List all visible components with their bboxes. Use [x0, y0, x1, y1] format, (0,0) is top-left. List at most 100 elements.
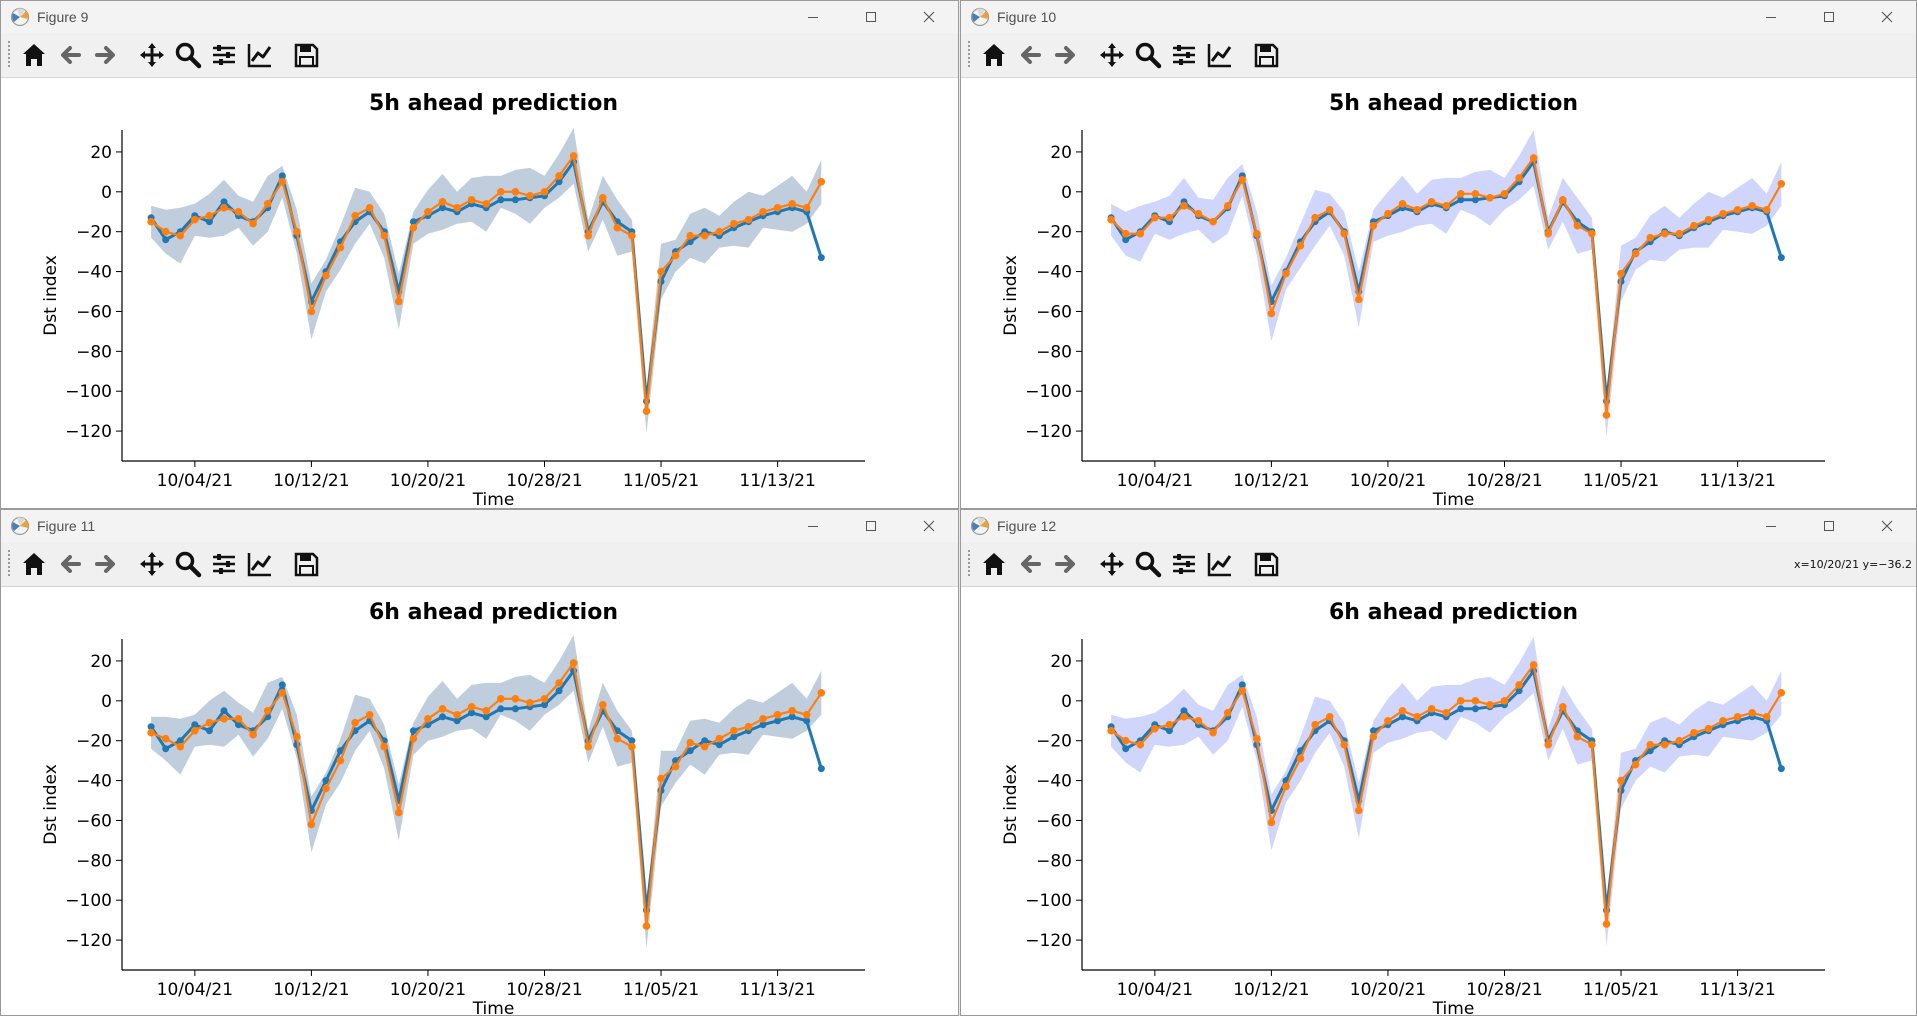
forward-arrow-button[interactable] [1048, 546, 1084, 582]
edit-axis-button[interactable] [1202, 37, 1238, 73]
edit-axis-button[interactable] [1202, 546, 1238, 582]
predicted-point [1733, 713, 1742, 721]
predicted-point [351, 211, 359, 220]
predicted-point [1209, 217, 1217, 226]
pan-move-button[interactable] [1094, 546, 1130, 582]
back-arrow-button[interactable] [1012, 546, 1048, 582]
predicted-point [176, 742, 185, 751]
observed-point [817, 254, 825, 262]
back-arrow-button[interactable] [52, 546, 88, 582]
y-tick-label: −20 [1036, 223, 1072, 243]
home-button[interactable] [16, 546, 52, 582]
figure-canvas[interactable]: 6h ahead prediction 20 0 −20 −40 −60 −80 −100 −1… [1, 587, 958, 1015]
zoom-magnifier-button[interactable] [1130, 546, 1166, 582]
y-tick-label: −20 [76, 732, 112, 752]
predicted-point [438, 705, 447, 713]
close-button[interactable] [1858, 510, 1916, 542]
x-tick-label: 11/05/21 [623, 980, 699, 1000]
observed-point [701, 737, 709, 745]
window-titlebar[interactable]: Figure 12 [961, 510, 1916, 542]
toolbar-grip[interactable] [8, 41, 10, 69]
x-tick-label: 10/12/21 [273, 980, 349, 1000]
edit-axis-button[interactable] [242, 37, 278, 73]
predicted-point [1340, 229, 1348, 238]
edit-axis-icon [247, 553, 272, 577]
figure-canvas[interactable]: 6h ahead prediction 20 0 −20 −40 −60 −80 −100 −1… [961, 587, 1916, 1015]
zoom-magnifier-button[interactable] [170, 37, 206, 73]
predicted-point [278, 689, 287, 697]
y-tick-label: 0 [1061, 183, 1072, 203]
maximize-button[interactable] [842, 1, 900, 33]
subplots-config-button[interactable] [1166, 546, 1202, 582]
home-button[interactable] [976, 37, 1012, 73]
pan-move-button[interactable] [134, 37, 170, 73]
edit-axis-button[interactable] [242, 546, 278, 582]
predicted-point [1559, 196, 1567, 204]
minimize-button[interactable] [784, 1, 842, 33]
predicted-point [1151, 724, 1159, 733]
subplots-config-button[interactable] [206, 546, 242, 582]
forward-arrow-button[interactable] [88, 37, 124, 73]
close-button[interactable] [1858, 1, 1916, 33]
pan-move-button[interactable] [1094, 37, 1130, 73]
back-arrow-icon [1021, 46, 1041, 64]
observed-point [220, 707, 228, 715]
y-tick-label: 0 [101, 692, 112, 712]
figure-canvas[interactable]: 5h ahead prediction 20 0 −20 −40 −60 −80 −100 −1… [961, 78, 1916, 508]
toolbar-grip[interactable] [968, 41, 970, 69]
zoom-magnifier-icon [1135, 551, 1162, 578]
subplots-config-button[interactable] [1166, 37, 1202, 73]
save-disk-button[interactable] [1248, 37, 1284, 73]
y-tick-label: 0 [101, 183, 112, 203]
figure-canvas[interactable]: 5h ahead prediction 20 0 −20 −40 −60 −80 −100 −1… [1, 78, 958, 508]
minimize-button[interactable] [1742, 510, 1800, 542]
observed-point [1238, 681, 1246, 689]
save-disk-button[interactable] [288, 37, 324, 73]
predicted-point [1282, 782, 1290, 791]
home-button[interactable] [16, 37, 52, 73]
observed-point [730, 733, 738, 741]
save-disk-button[interactable] [288, 546, 324, 582]
minimize-button[interactable] [1742, 1, 1800, 33]
toolbar-grip[interactable] [8, 550, 10, 578]
predicted-point [540, 695, 549, 703]
subplots-config-button[interactable] [206, 37, 242, 73]
observed-point [497, 196, 505, 204]
maximize-button[interactable] [1800, 1, 1858, 33]
window-titlebar[interactable]: Figure 10 [961, 1, 1916, 33]
predicted-point [293, 227, 301, 236]
predicted-point [1369, 221, 1378, 230]
forward-arrow-button[interactable] [88, 546, 124, 582]
close-button[interactable] [900, 1, 958, 33]
predicted-point [759, 715, 767, 723]
pan-move-button[interactable] [134, 546, 170, 582]
predicted-point [1296, 754, 1305, 763]
predicted-point [365, 204, 374, 212]
predicted-point [1180, 202, 1188, 210]
predicted-point [1602, 411, 1611, 419]
forward-arrow-button[interactable] [1048, 37, 1084, 73]
predicted-point [628, 742, 636, 751]
observed-point [439, 713, 446, 721]
observed-point [759, 721, 767, 729]
window-titlebar[interactable]: Figure 11 [1, 510, 958, 542]
window-titlebar[interactable]: Figure 9 [1, 1, 958, 33]
edit-axis-icon [1207, 553, 1232, 577]
predicted-point [788, 200, 796, 208]
home-button[interactable] [976, 546, 1012, 582]
zoom-magnifier-icon [175, 42, 202, 69]
predicted-point [1311, 213, 1319, 222]
zoom-magnifier-button[interactable] [170, 546, 206, 582]
save-disk-button[interactable] [1248, 546, 1284, 582]
zoom-magnifier-button[interactable] [1130, 37, 1166, 73]
x-tick-label: 10/04/21 [1117, 980, 1193, 1000]
save-disk-icon [294, 43, 319, 68]
minimize-button[interactable] [784, 510, 842, 542]
back-arrow-button[interactable] [52, 37, 88, 73]
toolbar-grip[interactable] [968, 550, 970, 578]
back-arrow-button[interactable] [1012, 37, 1048, 73]
maximize-button[interactable] [1800, 510, 1858, 542]
close-button[interactable] [900, 510, 958, 542]
maximize-button[interactable] [842, 510, 900, 542]
chart-svg: 6h ahead prediction 20 0 −20 −40 −60 −80 −100 −1… [41, 600, 865, 1015]
